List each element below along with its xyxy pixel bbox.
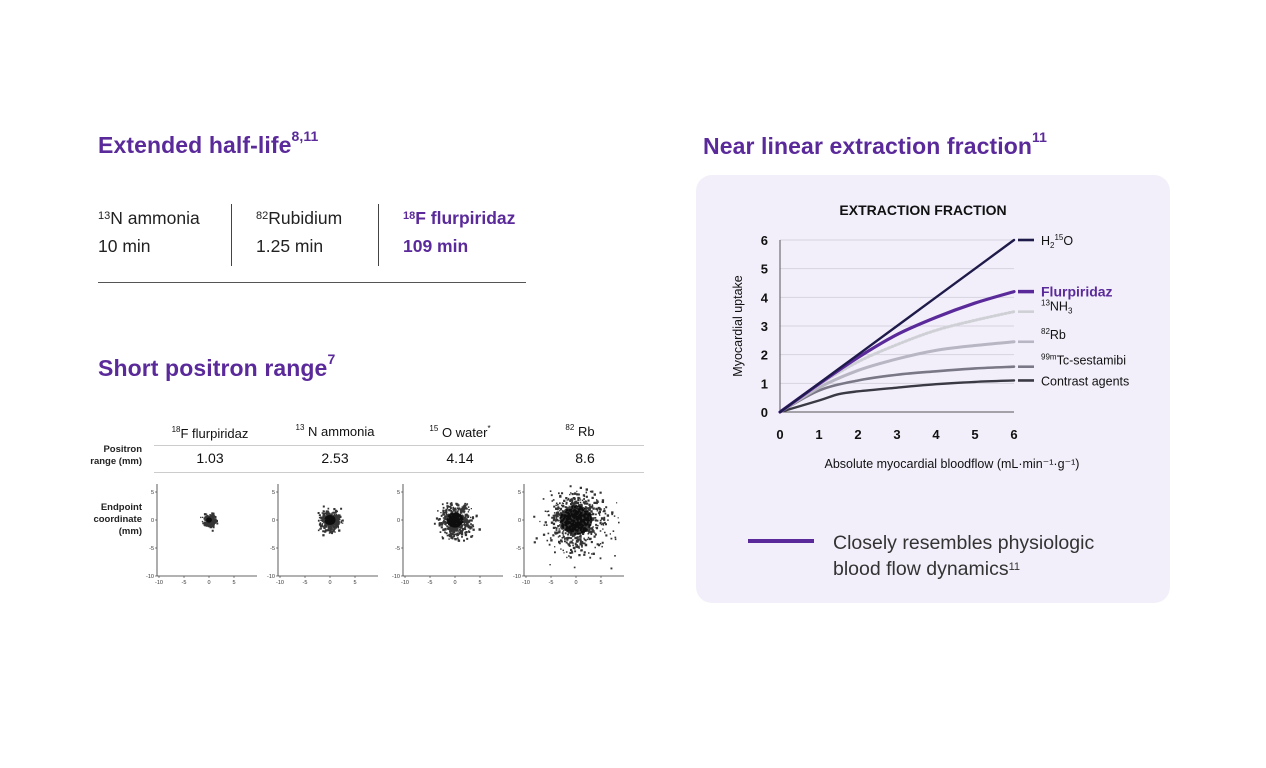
scatter-tick-label: 0 [574, 580, 577, 586]
endpoint-scatter-1: 5 0 -5 -10-10 -5 0 5 [146, 484, 257, 586]
x-tick-label: 5 [971, 427, 978, 442]
x-tick-label: 6 [1010, 427, 1017, 442]
positron-range-value: 2.53 [321, 450, 349, 466]
scatter-tick-label: -10 [276, 580, 284, 586]
positron-range-value: 4.14 [446, 450, 474, 466]
scatter-tick-label: 5 [272, 490, 275, 496]
x-axis-label: Absolute myocardial bloodflow (mL·min⁻¹·… [825, 457, 1080, 471]
x-tick-label: 1 [815, 427, 822, 442]
endpoint-row-label: Endpoint coordinate (mm) [93, 502, 142, 537]
scatter-tick-label: -10 [513, 574, 521, 580]
scatter-tick-label: -5 [149, 546, 154, 552]
scatter-tick-label: 0 [453, 580, 456, 586]
y-tick-label: 1 [761, 376, 768, 391]
scatter-tick-label: -5 [270, 546, 275, 552]
series-line-flurpiridaz [778, 290, 1016, 414]
scatter-core [324, 514, 336, 526]
x-tick-label: 3 [893, 427, 900, 442]
scatter-tick-label: 0 [397, 518, 400, 524]
chart-title: EXTRACTION FRACTION [839, 202, 1006, 218]
series-line-contrast-agents [778, 379, 1016, 414]
half-life-rubidium: 82Rubidium 1.25 min [231, 204, 342, 266]
scatter-tick-label: -5 [303, 580, 308, 586]
tracer-header: 15 O water* [429, 424, 491, 440]
x-tick-label: 4 [932, 427, 940, 442]
y-tick-label: 4 [761, 290, 769, 305]
series-line-82rb [778, 340, 1016, 414]
positron-range-table: Positron range (mm) Endpoint coordinate (mm… [80, 418, 650, 598]
series-label: 99mTc-sestamibi [1041, 353, 1126, 368]
legend-line [748, 539, 814, 543]
y-tick-label: 3 [761, 319, 768, 334]
half-life-title: Extended half-life8,11 [98, 128, 319, 158]
y-tick-label: 6 [761, 233, 768, 248]
series-label: 82Rb [1041, 327, 1066, 342]
scatter-tick-label: -10 [155, 580, 163, 586]
scatter-tick-label: -5 [549, 580, 554, 586]
half-life-flurpiridaz: 18F flurpiridaz 109 min [378, 204, 515, 266]
series-label: 13NH3 [1041, 299, 1073, 316]
scatter-tick-label: -10 [267, 574, 275, 580]
scatter-tick-label: -10 [146, 574, 154, 580]
scatter-tick-label: 5 [232, 580, 235, 586]
scatter-tick-label: 0 [518, 518, 521, 524]
scatter-tick-label: -10 [522, 580, 530, 586]
series-line-h2-15o [778, 238, 1016, 414]
x-tick-label: 0 [776, 427, 783, 442]
tracer-header: 13 N ammonia [295, 423, 375, 439]
series-label: Flurpiridaz [1041, 284, 1113, 300]
extraction-fraction-title: Near linear extraction fraction11 [703, 129, 1048, 159]
endpoint-scatter-3: 5 0 -5 -10-10 -5 0 5 [392, 484, 503, 586]
scatter-tick-label: 0 [151, 518, 154, 524]
scatter-tick-label: 0 [272, 518, 275, 524]
endpoint-scatter-2: 5 0 -5 -10-10 -5 0 5 [267, 484, 378, 586]
scatter-tick-label: 0 [207, 580, 210, 586]
series-line-99mtc-sestamibi [778, 365, 1016, 414]
y-tick-label: 5 [761, 262, 768, 277]
x-tick-label: 2 [854, 427, 861, 442]
positron-range-title: Short positron range7 [98, 351, 336, 381]
tracer-header: 18F flurpiridaz [171, 425, 249, 441]
scatter-core [446, 512, 464, 528]
tracer-header: 82 Rb [565, 423, 595, 439]
endpoint-scatter-4: 5 0 -5 -10-10 -5 0 5 [513, 484, 624, 586]
scatter-tick-label: -5 [516, 546, 521, 552]
series-label: Contrast agents [1041, 374, 1129, 388]
endpoint-scatter-plots: 50-5-10-10 -5 0 550-5-10-10 -5 0 550-5-10-10 -5… [146, 484, 624, 586]
half-life-ammonia: 13N ammonia 10 min [98, 208, 200, 256]
scatter-core [206, 517, 212, 523]
y-tick-label: 0 [761, 405, 768, 420]
scatter-tick-label: -5 [182, 580, 187, 586]
scatter-tick-label: 5 [397, 490, 400, 496]
scatter-tick-label: -5 [428, 580, 433, 586]
scatter-tick-label: 5 [599, 580, 602, 586]
scatter-tick-label: -10 [392, 574, 400, 580]
scatter-tick-label: 0 [328, 580, 331, 586]
scatter-tick-label: -5 [395, 546, 400, 552]
extraction-fraction-chart: EXTRACTION FRACTION 0 1 2 3 4 5 6 0 1 2 3 4 5 6 Absolut… [731, 202, 1129, 471]
half-life-table: 13N ammonia 10 min 82Rubidium 1.25 min 1… [98, 204, 526, 283]
scatter-core [559, 505, 593, 535]
y-axis-label: Myocardial uptake [731, 275, 745, 376]
scatter-tick-label: 5 [353, 580, 356, 586]
scatter-tick-label: 5 [518, 490, 521, 496]
positron-range-value: 8.6 [575, 450, 595, 466]
legend-text: Closely resembles physiologic blood flow… [833, 532, 1095, 580]
positron-range-value: 1.03 [196, 450, 224, 466]
scatter-tick-label: 5 [151, 490, 154, 496]
series-label: H215O [1041, 233, 1073, 250]
y-tick-label: 2 [761, 348, 768, 363]
extraction-chart-card: EXTRACTION FRACTION 0 1 2 3 4 5 6 0 1 2 3 4 5 6 Absolut… [696, 175, 1170, 603]
scatter-tick-label: 5 [478, 580, 481, 586]
scatter-tick-label: -10 [401, 580, 409, 586]
positron-range-row-label: Positron range (mm) [90, 444, 142, 467]
